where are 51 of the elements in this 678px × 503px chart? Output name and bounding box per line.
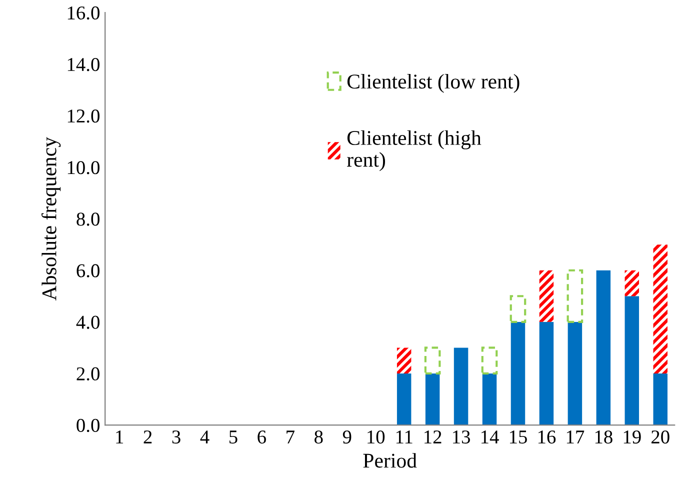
bar [539, 322, 554, 426]
x-tick-label: 16 [538, 430, 556, 444]
x-tick-label: 1 [116, 430, 124, 444]
x-tick-label: 10 [368, 430, 385, 444]
legend-label: Clientelist (low rent) [347, 74, 520, 93]
bar [454, 348, 468, 426]
x-tick-label: 5 [230, 430, 238, 444]
x-tick-label: 6 [258, 430, 266, 444]
bar [481, 346, 498, 375]
x-tick-label: 12 [424, 430, 442, 444]
x-tick-label: 13 [453, 430, 470, 444]
x-tick-label: 17 [566, 430, 584, 444]
bar [624, 296, 640, 426]
x-tick-label: 20 [652, 430, 670, 444]
y-tick-label: 16.0 [68, 6, 100, 20]
x-tick-label: 8 [314, 430, 323, 444]
bar [425, 373, 440, 426]
y-tick-label: 8.0 [76, 212, 100, 226]
legend-label: Clientelist (high rent) [347, 130, 482, 172]
x-tick-label: 4 [200, 430, 210, 444]
bar [396, 348, 412, 374]
bar [396, 373, 412, 426]
bar [624, 270, 640, 296]
bar [539, 270, 554, 322]
y-tick-label: 12.0 [68, 110, 100, 123]
y-axis-title: Absolute frequency [41, 137, 61, 300]
bar [596, 270, 611, 426]
bar [568, 322, 582, 426]
y-tick-label: 0.0 [76, 418, 100, 432]
y-tick-label: 4.0 [76, 316, 100, 329]
y-tick-label: 6.0 [76, 264, 100, 278]
x-tick-label: 18 [595, 430, 612, 444]
bar [653, 244, 668, 374]
bar [510, 295, 526, 323]
bar [424, 346, 441, 375]
bar [482, 373, 497, 426]
x-tick-label: 15 [510, 430, 527, 444]
x-tick-label: 11 [396, 430, 412, 444]
y-tick-label: 2.0 [76, 367, 100, 380]
x-tick-label: 3 [172, 430, 180, 444]
x-tick-label: 7 [286, 430, 294, 444]
y-tick-label: 10.0 [68, 161, 100, 174]
x-tick-label: 19 [624, 430, 641, 444]
bar [566, 269, 584, 323]
bar [653, 373, 668, 426]
bar [510, 322, 526, 426]
x-tick-label: 9 [342, 430, 352, 444]
y-tick-label: 14.0 [68, 58, 100, 72]
x-tick-label: 14 [482, 430, 499, 444]
x-axis-title: Period [363, 453, 417, 468]
x-tick-label: 2 [144, 430, 152, 444]
